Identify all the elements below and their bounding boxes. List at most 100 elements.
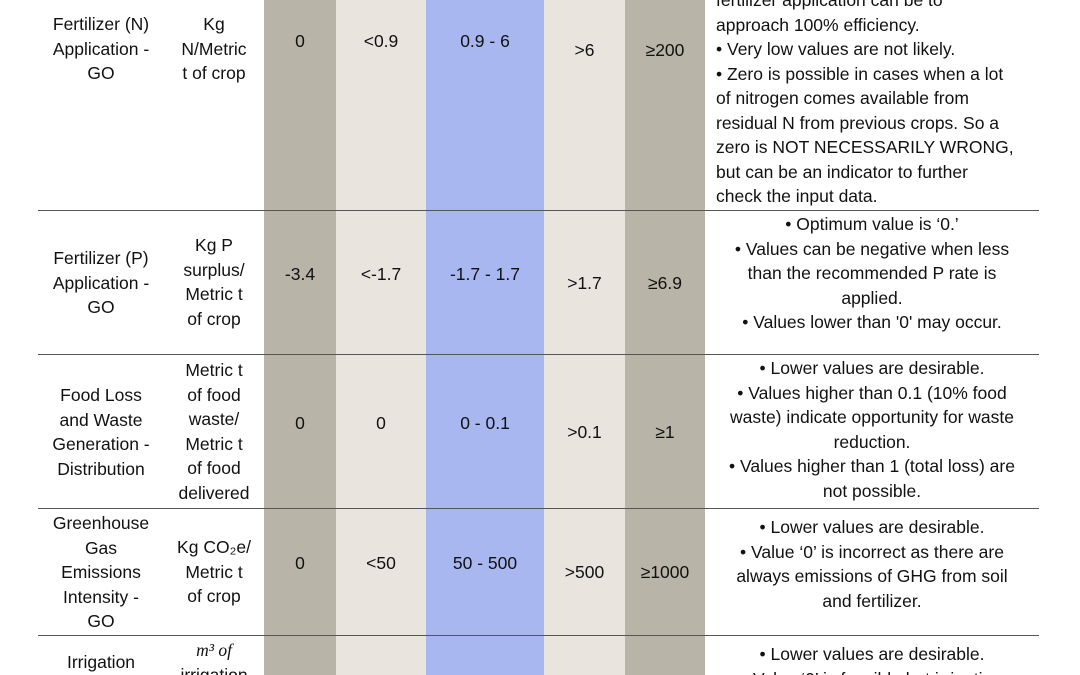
comment-line: applied. (841, 287, 903, 308)
unit-text: of food (187, 458, 241, 478)
indicator-text: GO (87, 611, 115, 631)
comment-line: • Lower values are desirable. (759, 358, 985, 378)
row-divider (38, 210, 1039, 211)
comment-line: reduction. (833, 431, 911, 452)
column-band-minimum (264, 0, 336, 675)
unit-text: t of crop (182, 63, 246, 83)
value-expected-range: 0 - 0.1 (460, 413, 510, 433)
indicator-text: Emissions (61, 562, 141, 582)
value-low: <0.9 (363, 31, 399, 51)
unit-text: Metric t (185, 433, 243, 454)
value-maximum: ≥1000 (640, 562, 690, 582)
table-row-fertilizer-p: Fertilizer (P) Application - GO Kg P sur… (0, 210, 1080, 354)
unit-cell: m³ of irrigation (164, 638, 264, 675)
indicator-text: Food Loss (60, 385, 142, 405)
unit-text: Kg P (195, 235, 233, 255)
unit-text: surplus/ (183, 259, 245, 280)
unit-text: Metric t (185, 284, 243, 304)
value-minimum: 0 (295, 413, 305, 433)
comment-line: • Values lower than '0' may occur. (742, 312, 1002, 332)
table-row-fertilizer-n: Fertilizer (N) Application - GO Kg N/Met… (0, 0, 1080, 210)
unit-text: delivered (178, 482, 250, 503)
value-high: >6 (574, 40, 595, 60)
column-band-maximum (625, 0, 705, 675)
unit-text: Metric t (185, 561, 243, 582)
value-maximum: ≥6.9 (648, 273, 682, 293)
indicator-cell: Irrigation (38, 650, 164, 675)
comment-line: than the recommended P rate is (747, 263, 997, 283)
column-band-low (336, 0, 426, 675)
comment-line: • Very low values are not likely. (716, 39, 956, 59)
comment-line: and fertilizer. (822, 590, 922, 611)
unit-text: N/Metric (181, 38, 247, 59)
value-expected-range: -1.7 - 1.7 (449, 264, 521, 284)
indicator-text: Distribution (57, 458, 145, 479)
comment-line: residual N from previous crops. So a (716, 112, 1000, 133)
unit-text: irrigation (180, 664, 248, 675)
indicator-cell: Fertilizer (P) Application - GO (38, 246, 164, 320)
value-maximum: ≥1 (655, 422, 675, 442)
comment-line: check the input data. (716, 186, 878, 206)
indicator-text: Generation - (52, 434, 150, 454)
comment-line: zero is NOT NECESSARILY WRONG, (716, 137, 1014, 157)
value-maximum: ≥200 (645, 40, 685, 60)
comment-line: but can be an indicator to further (716, 161, 968, 182)
comment-line: • Optimum value is ‘0.’ (785, 214, 959, 234)
table-row-food-loss-waste: Food Loss and Waste Generation - Distrib… (0, 354, 1080, 508)
value-high: >0.1 (567, 422, 602, 442)
comment-line: • Lower values are desirable. (759, 644, 985, 664)
value-expected-range: 50 - 500 (452, 553, 518, 573)
value-low: 0 (376, 413, 386, 433)
indicator-text: Irrigation (66, 652, 136, 672)
row-divider (38, 635, 1039, 636)
row-divider (38, 354, 1039, 355)
indicator-text: GO (87, 297, 115, 317)
value-minimum: -3.4 (284, 264, 316, 284)
comment-line: • Lower values are desirable. (759, 517, 985, 537)
value-high: >1.7 (567, 273, 602, 293)
table-row-ghg-emissions: Greenhouse Gas Emissions Intensity - GO … (0, 508, 1080, 635)
comments-cell: fertilizer application can be to approac… (705, 0, 1039, 209)
comment-line: • Value ‘0’ is feasible but irrigation (742, 667, 1002, 675)
indicator-cell: Fertilizer (N) Application - GO (38, 12, 164, 86)
value-high: >500 (564, 562, 605, 582)
unit-text: waste/ (188, 409, 240, 429)
unit-text: of crop (187, 586, 241, 606)
indicator-text: Fertilizer (N) (52, 14, 150, 34)
indicator-text: Application - (52, 272, 150, 293)
comment-line: of nitrogen comes available from (716, 88, 969, 108)
indicator-text: Fertilizer (P) (53, 248, 149, 268)
comment-line: always emissions of GHG from soil (736, 566, 1008, 586)
comments-cell: • Lower values are desirable. • Value ‘0… (705, 642, 1039, 675)
indicator-cell: Food Loss and Waste Generation - Distrib… (38, 383, 164, 481)
comment-line: • Values higher than 1 (total loss) are (729, 456, 1015, 476)
comment-line: not possible. (822, 480, 922, 501)
indicator-text: Application - (52, 38, 150, 59)
unit-text: Kg (203, 14, 225, 34)
indicator-text: Greenhouse (52, 513, 150, 533)
comment-line: approach 100% efficiency. (716, 14, 920, 35)
value-minimum: 0 (295, 31, 305, 51)
value-low: <-1.7 (360, 264, 402, 284)
comments-cell: • Lower values are desirable. • Value ‘0… (705, 515, 1039, 613)
unit-text: Metric t (185, 360, 243, 380)
unit-text: of food (187, 384, 241, 405)
indicator-text: GO (87, 63, 115, 83)
unit-cell: Metric t of food waste/ Metric t of food… (164, 358, 264, 505)
unit-text: of crop (187, 308, 241, 329)
column-band-expected-range (426, 0, 544, 675)
unit-cell: Kg CO₂e/ Metric t of crop (164, 535, 264, 609)
indicator-text: Gas (84, 537, 118, 558)
row-divider (38, 508, 1039, 509)
table-row-irrigation: Irrigation m³ of irrigation • Lower valu… (0, 635, 1080, 675)
comment-line: fertilizer application can be to (716, 0, 943, 10)
comment-line: • Values can be negative when less (734, 238, 1010, 259)
unit-cell: Kg P surplus/ Metric t of crop (164, 233, 264, 331)
unit-text: Kg CO₂e/ (177, 537, 251, 557)
value-expected-range: 0.9 - 6 (460, 31, 510, 51)
comment-line: • Values higher than 0.1 (10% food (737, 382, 1007, 403)
indicator-text: Intensity - (63, 586, 139, 607)
column-band-high (544, 0, 625, 675)
comments-cell: • Optimum value is ‘0.’ • Values can be … (705, 212, 1039, 335)
